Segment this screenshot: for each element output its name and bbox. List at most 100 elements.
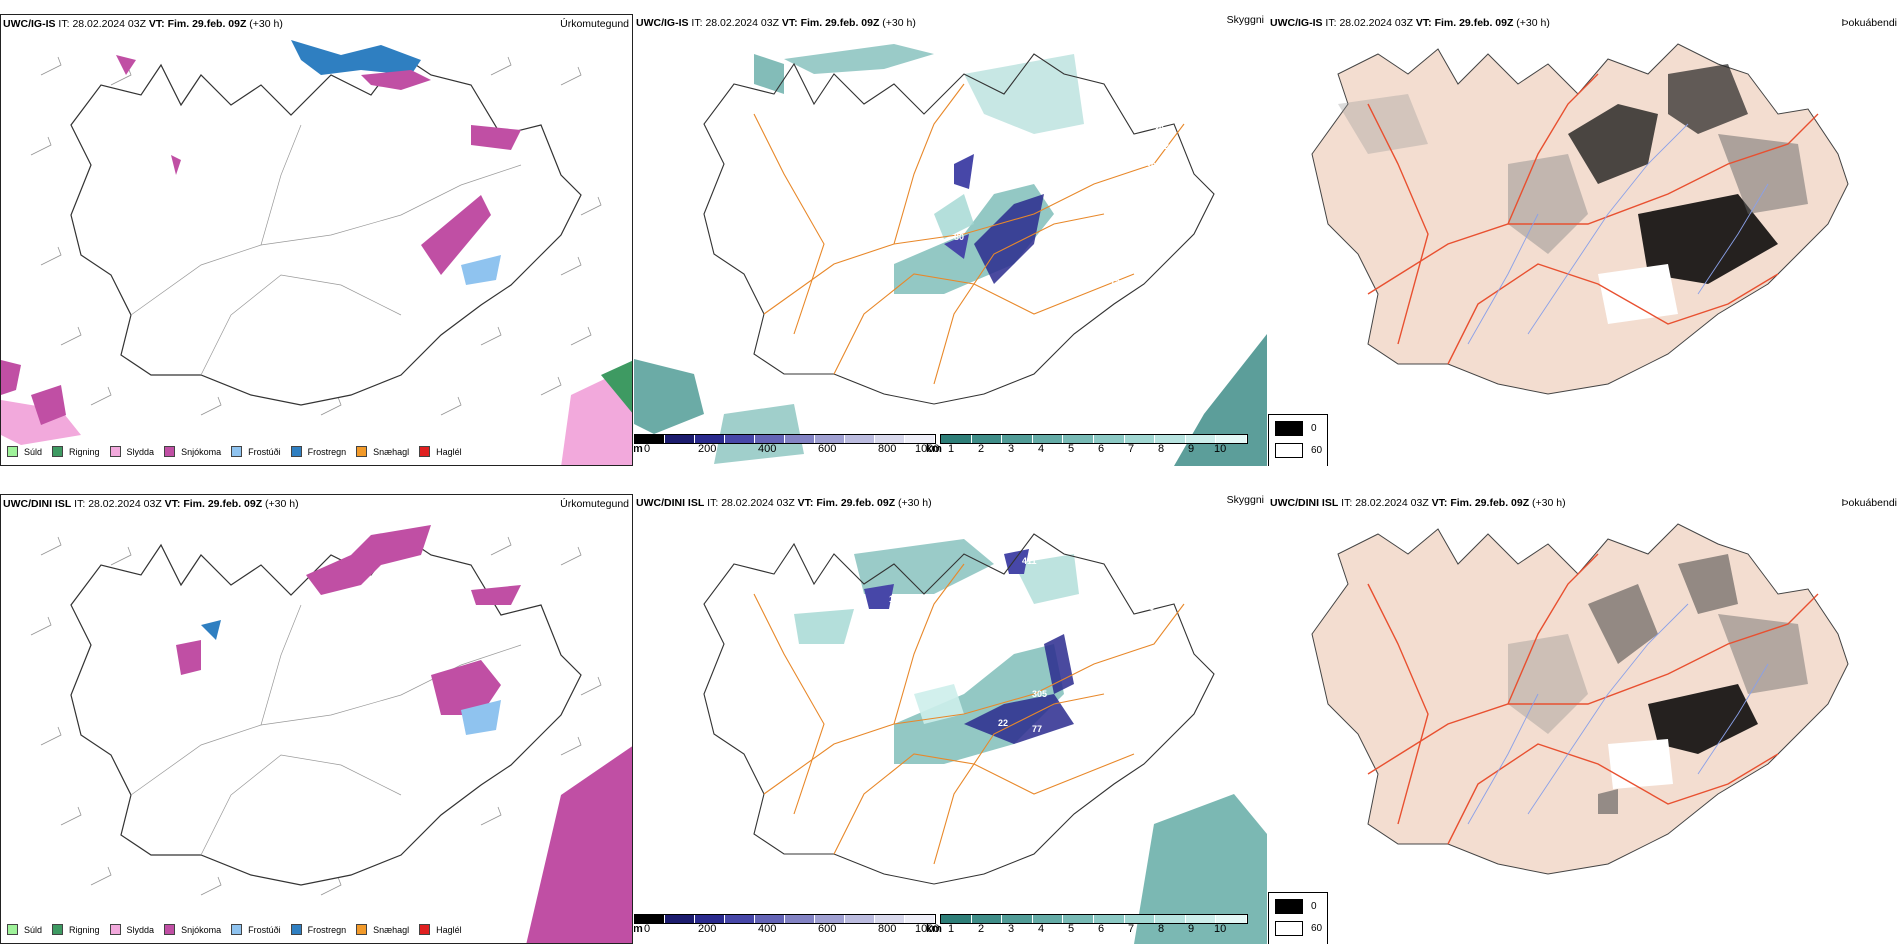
panel-title: Úrkomutegund: [560, 498, 629, 510]
legend-item: Rigning: [52, 446, 100, 457]
legend-item: Snjókoma: [164, 924, 221, 935]
svg-text:22: 22: [1110, 253, 1120, 263]
roads: [130, 124, 522, 376]
precip-type-panel-top: UWC/IG-IS IT: 28.02.2024 03Z VT: Fim. 29…: [0, 14, 633, 466]
precip-areas: [1, 40, 632, 465]
svg-text:66: 66: [1144, 602, 1154, 612]
legend-item: Slydda: [109, 924, 154, 935]
legend-item: Slydda: [109, 446, 154, 457]
roads: [1367, 73, 1819, 365]
svg-text:123: 123: [1114, 731, 1129, 741]
fog-areas: [1338, 64, 1808, 324]
fog-areas: [1508, 554, 1808, 814]
colorbar-km-bars: [940, 914, 1248, 924]
visibility-panel-bottom: UWC/DINI ISL IT: 28.02.2024 03Z VT: Fim.…: [634, 494, 1267, 944]
iceland-map: 120 411 66 305 211 10 77 247 41 158 123 …: [703, 533, 1267, 944]
visibility-m-colorbar: m 0 200 400 600 800 1000: [634, 434, 939, 458]
svg-text:95: 95: [784, 124, 794, 134]
roads: [753, 83, 1185, 385]
svg-text:120: 120: [889, 594, 904, 604]
visibility-areas: [634, 44, 1267, 466]
svg-text:158: 158: [1094, 743, 1109, 753]
iceland-map: [1311, 43, 1849, 395]
iceland-outline: [703, 53, 1215, 405]
iceland-land: [1311, 43, 1849, 395]
colorbar-m-bars: [634, 914, 936, 924]
iceland-map: [1311, 523, 1849, 875]
fog-panel-top: UWC/IG-IS IT: 28.02.2024 03Z VT: Fim. 29…: [1268, 14, 1900, 466]
legend-item: 60: [1275, 921, 1322, 936]
svg-text:30: 30: [1146, 161, 1156, 171]
rivers: [1467, 123, 1769, 345]
svg-text:25: 25: [1054, 226, 1064, 236]
svg-text:10: 10: [1154, 691, 1164, 701]
panel-title: Þokuábendi: [1841, 17, 1897, 29]
panel-header: UWC/IG-IS IT: 28.02.2024 03Z VT: Fim. 29…: [636, 17, 916, 29]
iceland-map: [30, 525, 632, 943]
svg-text:211: 211: [1108, 684, 1123, 694]
panel-header: UWC/IG-IS IT: 28.02.2024 03Z VT: Fim. 29…: [1270, 17, 1550, 29]
roads: [753, 563, 1185, 865]
svg-text:134: 134: [1110, 278, 1125, 288]
svg-text:41: 41: [1066, 733, 1076, 743]
colorbar-km-bars: [940, 434, 1248, 444]
precip-type-panel-bottom: UWC/DINI ISL IT: 28.02.2024 03Z VT: Fim.…: [0, 494, 633, 944]
precip-areas: [176, 525, 632, 943]
svg-text:411: 411: [1022, 556, 1037, 566]
visibility-km-colorbar: km 1 2 3 4 5 6 7 8 9 10: [926, 434, 1260, 458]
legend-item: Rigning: [52, 924, 100, 935]
svg-text:27: 27: [1034, 293, 1044, 303]
svg-text:69: 69: [1137, 191, 1147, 201]
svg-text:77: 77: [1032, 724, 1042, 734]
roads: [130, 604, 522, 856]
legend-item: Haglél: [419, 924, 462, 935]
legend-item: Súld: [7, 924, 42, 935]
fog-legend: 0 60: [1268, 892, 1328, 944]
legend-item: Frostúði: [231, 924, 281, 935]
visibility-m-colorbar: m 0 200 400 600 800 1000: [634, 914, 939, 938]
iceland-land: [1311, 523, 1849, 875]
precip-type-legend: Súld Rigning Slydda Snjókoma Frostúði Fr…: [7, 924, 472, 935]
colorbar-m-bars: [634, 434, 936, 444]
rivers: [1467, 603, 1769, 825]
roads: [1367, 553, 1819, 845]
panel-header: UWC/DINI ISL IT: 28.02.2024 03Z VT: Fim.…: [3, 498, 299, 510]
visibility-panel-top: UWC/IG-IS IT: 28.02.2024 03Z VT: Fim. 29…: [634, 14, 1267, 466]
legend-item: Snjókoma: [164, 446, 221, 457]
svg-text:22: 22: [1159, 141, 1169, 151]
panel-title: Úrkomutegund: [560, 18, 629, 30]
panel-title: Skyggni: [1226, 494, 1264, 506]
legend-item: Snæhagl: [356, 446, 409, 457]
legend-item: Frostúði: [231, 446, 281, 457]
svg-text:247: 247: [1044, 736, 1059, 746]
svg-text:78: 78: [1104, 114, 1114, 124]
legend-item: 60: [1275, 443, 1322, 458]
legend-item: 0: [1275, 421, 1317, 436]
legend-item: Súld: [7, 446, 42, 457]
visibility-labels: 120 411 66 305 211 10 77 247 41 158 123 …: [889, 556, 1164, 753]
iceland-map: [1, 40, 632, 465]
panel-title: Þokuábendi: [1841, 497, 1897, 509]
legend-item: Frostregn: [290, 924, 346, 935]
legend-item: 0: [1275, 899, 1317, 914]
svg-text:80: 80: [954, 232, 964, 242]
panel-header: UWC/DINI ISL IT: 28.02.2024 03Z VT: Fim.…: [1270, 497, 1566, 509]
svg-text:16: 16: [1044, 274, 1054, 284]
legend-item: Snæhagl: [356, 924, 409, 935]
panel-title: Skyggni: [1226, 14, 1264, 26]
fog-legend: 0 60: [1268, 414, 1328, 466]
legend-item: Haglél: [419, 446, 462, 457]
svg-text:22: 22: [998, 718, 1008, 728]
fog-panel-bottom: UWC/DINI ISL IT: 28.02.2024 03Z VT: Fim.…: [1268, 494, 1900, 944]
precip-type-legend: Súld Rigning Slydda Snjókoma Frostúði Fr…: [7, 446, 472, 457]
iceland-map: 95 78 30 22 30 69 80 25 22 16 134 27 95: [634, 44, 1267, 466]
svg-text:305: 305: [1032, 689, 1047, 699]
svg-text:30: 30: [1154, 124, 1164, 134]
legend-item: Frostregn: [290, 446, 346, 457]
panel-header: UWC/DINI ISL IT: 28.02.2024 03Z VT: Fim.…: [636, 497, 932, 509]
iceland-outline: [70, 54, 582, 406]
visibility-areas: [794, 539, 1267, 944]
panel-header: UWC/IG-IS IT: 28.02.2024 03Z VT: Fim. 29…: [3, 18, 283, 30]
iceland-outline: [703, 533, 1215, 885]
iceland-outline: [70, 534, 582, 886]
